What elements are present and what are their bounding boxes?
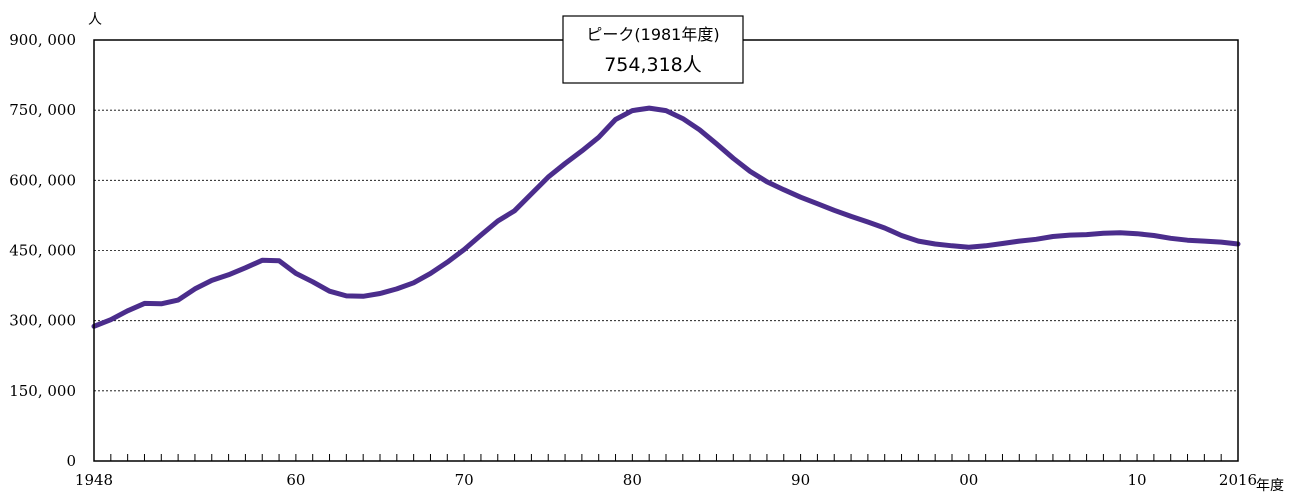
x-axis-tick-labels: 1948 60 70 80 90 00 10 2016 [75, 471, 1257, 489]
y-axis-unit-label: 人 [88, 12, 102, 28]
x-tick-label: 60 [286, 471, 305, 489]
x-tick-label: 10 [1128, 471, 1147, 489]
peak-annotation-line1: ピーク(1981年度) [586, 25, 719, 44]
x-tick-label: 80 [623, 471, 642, 489]
peak-annotation-line2: 754,318人 [604, 54, 702, 76]
y-tick-label: 600, 000 [9, 171, 76, 189]
series-line [91, 105, 1241, 329]
y-tick-label: 900, 000 [9, 31, 76, 49]
x-tick-label: 90 [791, 471, 810, 489]
x-tick-label: 00 [959, 471, 978, 489]
x-tick-label: 70 [455, 471, 474, 489]
y-tick-label: 150, 000 [9, 382, 76, 400]
x-tick-label: 1948 [75, 471, 113, 489]
y-axis-tick-labels: 0 150, 000 300, 000 450, 000 600, 000 750, 00… [9, 31, 76, 470]
y-tick-label: 300, 000 [9, 312, 76, 330]
y-tick-label: 450, 000 [9, 242, 76, 260]
y-tick-label: 0 [66, 452, 76, 470]
peak-annotation-box [562, 15, 744, 84]
x-axis-ticks [110, 454, 1222, 461]
gridlines [94, 109, 1238, 392]
x-axis-unit-label: 年度 [1256, 478, 1284, 492]
y-tick-label: 750, 000 [9, 101, 76, 119]
peak-annotation: ピーク(1981年度) 754,318人 [562, 15, 744, 84]
x-tick-label: 2016 [1219, 471, 1257, 489]
